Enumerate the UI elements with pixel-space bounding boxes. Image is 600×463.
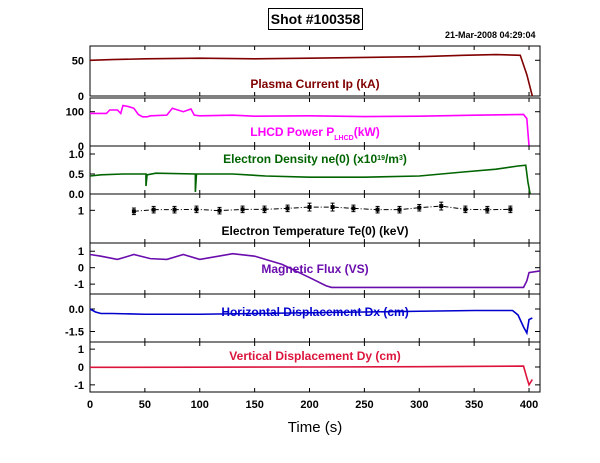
x-tick-label: 200 <box>300 399 318 411</box>
panel-frame <box>89 45 541 97</box>
data-point <box>240 207 245 212</box>
y-tick-label: 50 <box>72 55 84 67</box>
y-tick-label: 0.0 <box>69 189 84 201</box>
panel-title-text: LHCD Power P <box>250 125 334 139</box>
panel-title-superscript: 3 <box>399 155 403 162</box>
x-tick-label: 100 <box>191 399 209 411</box>
panel-7: 1 0 -1 Vertical Displacement Dy (cm) <box>74 341 541 393</box>
panel-title: LHCD Power PLHCD(kW) <box>250 125 379 142</box>
data-point <box>439 204 444 209</box>
panel-title-text: Horizontal Displacement Dx (cm) <box>221 305 408 319</box>
data-point <box>151 207 156 212</box>
panel-title-text: Electron Density ne(0) (x10 <box>223 152 377 166</box>
data-point <box>351 206 356 211</box>
y-tick-label: 1 <box>78 246 84 258</box>
panel-title-subscript: LHCD <box>334 135 353 142</box>
data-point <box>131 209 136 214</box>
panel-title-text: Magnetic Flux (VS) <box>261 262 368 276</box>
x-tick-label: 350 <box>465 399 483 411</box>
y-tick-label: 1 <box>78 344 84 356</box>
data-point <box>485 207 490 212</box>
panel-1: 50 0 Plasma Current Ip (kA) <box>72 45 541 103</box>
y-tick-label: -1 <box>74 279 84 291</box>
x-tick-label: 250 <box>355 399 373 411</box>
series-line <box>89 53 534 97</box>
x-tick-label: 300 <box>410 399 428 411</box>
panel-title: Horizontal Displacement Dx (cm) <box>221 305 408 319</box>
x-tick-label: 50 <box>139 399 151 411</box>
timestamp: 21-Mar-2008 04:29:04 <box>445 30 536 40</box>
panel-title-text: Electron Temperature Te(0) (keV) <box>222 224 409 238</box>
y-tick-label: -1.5 <box>65 327 84 339</box>
panel-title-tail: (kW) <box>354 125 380 139</box>
data-point <box>463 207 468 212</box>
data-point <box>307 205 312 210</box>
data-point <box>330 205 335 210</box>
panel-6: 0.0 -1.5 Horizontal Displacement Dx (cm) <box>65 293 541 343</box>
y-tick-label: 1 <box>78 205 84 217</box>
shot-number: Shot #100358 <box>270 11 361 27</box>
y-tick-label: 0 <box>78 141 84 153</box>
y-tick-label: 0.0 <box>69 304 84 316</box>
x-tick-label: 0 <box>87 399 93 411</box>
y-tick-label: 1.0 <box>69 149 84 161</box>
panel-title: Electron Density ne(0) (x1019/m3) <box>223 152 407 166</box>
series-dashdot-line <box>133 205 511 212</box>
panel-3: 1.0 0.5 0.0 Electron Density ne(0) (x1019/m… <box>69 145 541 201</box>
y-tick-label: 0 <box>78 91 84 103</box>
data-point <box>262 207 267 212</box>
shot-number-box: Shot #100358 <box>268 8 363 30</box>
data-point <box>194 207 199 212</box>
panel-4: 1 Electron Temperature Te(0) (keV) <box>78 193 541 244</box>
data-point <box>397 207 402 212</box>
data-point <box>417 205 422 210</box>
panel-5: 1 0 -1 Magnetic Flux (VS) <box>74 242 541 295</box>
x-tick-label: 400 <box>520 399 538 411</box>
x-axis-label: Time (s) <box>288 419 342 436</box>
panel-title: Electron Temperature Te(0) (keV) <box>222 224 409 238</box>
series-line <box>89 365 533 387</box>
panel-title-text: Plasma Current Ip (kA) <box>250 77 379 91</box>
panel-title-tail: /m <box>385 152 399 166</box>
data-point <box>172 207 177 212</box>
x-tick-label: 150 <box>245 399 263 411</box>
panel-2: 100 0 LHCD Power PLHCD(kW) <box>66 97 541 153</box>
panel-title-superscript: 19 <box>377 155 385 162</box>
data-point <box>375 207 380 212</box>
y-tick-label: -1 <box>74 380 84 392</box>
y-tick-label: 100 <box>66 107 84 119</box>
panel-title: Magnetic Flux (VS) <box>261 262 368 276</box>
y-tick-label: 0 <box>78 362 84 374</box>
data-point <box>508 207 513 212</box>
series-line <box>89 164 531 195</box>
series-line <box>90 104 530 147</box>
panel-title-end: ) <box>403 152 407 166</box>
panel-title: Plasma Current Ip (kA) <box>250 77 379 91</box>
series-line <box>89 308 533 336</box>
panel-title: Vertical Displacement Dy (cm) <box>229 349 400 363</box>
y-tick-label: 0 <box>78 263 84 275</box>
data-point <box>285 206 290 211</box>
panel-title-text: Vertical Displacement Dy (cm) <box>229 349 400 363</box>
series-line <box>89 252 541 289</box>
data-point <box>217 208 222 213</box>
y-tick-label: 0.5 <box>69 169 84 181</box>
